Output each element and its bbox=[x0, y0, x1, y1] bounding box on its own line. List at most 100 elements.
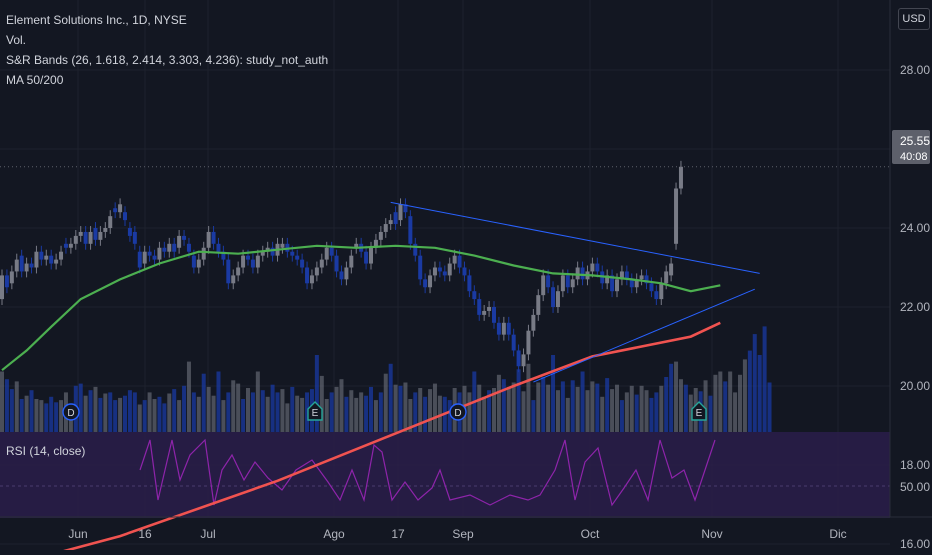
volume-bar-19 bbox=[93, 386, 98, 432]
volume-bar-31 bbox=[152, 399, 157, 432]
volume-bar-89 bbox=[437, 395, 442, 432]
volume-bar-109 bbox=[536, 382, 541, 432]
candle-71 bbox=[349, 255, 354, 268]
volume-bar-20 bbox=[98, 397, 103, 432]
volume-bar-67 bbox=[329, 392, 334, 432]
volume-bar-28 bbox=[137, 404, 142, 432]
volume-bar-55 bbox=[270, 384, 275, 432]
candle-15 bbox=[73, 235, 78, 244]
candle-25 bbox=[123, 212, 127, 221]
volume-bar-58 bbox=[285, 403, 290, 432]
volume-bar-53 bbox=[260, 390, 265, 432]
candle-72 bbox=[354, 243, 359, 248]
volume-bar-84 bbox=[413, 392, 418, 432]
candle-69 bbox=[339, 271, 344, 280]
volume-bar-117 bbox=[575, 386, 580, 432]
candle-92 bbox=[452, 255, 457, 264]
volume-bar-17 bbox=[83, 395, 88, 432]
volume-bar-126 bbox=[619, 400, 624, 432]
volume-bar-148 bbox=[728, 371, 733, 432]
volume-bar-146 bbox=[718, 371, 723, 432]
volume-bar-1 bbox=[4, 379, 9, 432]
rsi-line bbox=[139, 438, 716, 507]
candle-29 bbox=[142, 251, 147, 264]
candle-67 bbox=[329, 247, 334, 256]
volume-bar-44 bbox=[216, 371, 221, 432]
candle-136 bbox=[669, 263, 674, 276]
last-price-countdown: 40:08 bbox=[900, 151, 928, 163]
volume-bar-99 bbox=[487, 390, 492, 432]
candle-19 bbox=[93, 228, 98, 240]
candle-132 bbox=[649, 283, 654, 292]
volume-bar-82 bbox=[403, 382, 408, 432]
volume-bar-151 bbox=[742, 359, 747, 432]
candle-0 bbox=[0, 275, 4, 300]
price-tick-4: 20.00 bbox=[900, 379, 930, 393]
legend-title[interactable]: Element Solutions Inc., 1D, NYSE bbox=[6, 13, 187, 27]
dividend-marker-2 bbox=[449, 403, 467, 421]
volume-bar-23 bbox=[113, 400, 118, 432]
volume-bar-24 bbox=[118, 397, 123, 432]
candle-125 bbox=[615, 279, 619, 292]
time-label-1: 16 bbox=[138, 527, 152, 541]
candle-106 bbox=[521, 354, 526, 367]
candle-91 bbox=[447, 263, 452, 276]
candle-100 bbox=[492, 307, 496, 323]
candle-88 bbox=[432, 267, 437, 276]
volume-bar-26 bbox=[127, 390, 132, 432]
volume-bar-9 bbox=[44, 403, 49, 432]
candle-38 bbox=[186, 243, 191, 252]
volume-bar-155 bbox=[762, 326, 767, 432]
candle-127 bbox=[624, 271, 629, 280]
volume-bar-153 bbox=[752, 334, 757, 432]
legend-volume[interactable]: Vol. bbox=[6, 33, 27, 47]
volume-bar-38 bbox=[186, 361, 191, 432]
candle-44 bbox=[216, 243, 221, 252]
volume-bar-88 bbox=[432, 383, 437, 432]
candle-128 bbox=[629, 279, 634, 288]
legend-ma[interactable]: MA 50/200 bbox=[6, 73, 64, 87]
volume-bar-95 bbox=[467, 392, 472, 432]
legend-bands[interactable]: S&R Bands (26, 1.618, 2.414, 3.303, 4.23… bbox=[6, 53, 329, 67]
volume-bar-6 bbox=[29, 390, 34, 432]
currency-button[interactable]: USD bbox=[898, 8, 930, 30]
volume-bar-77 bbox=[378, 392, 383, 432]
volume-bar-46 bbox=[226, 392, 231, 432]
candle-30 bbox=[147, 251, 152, 256]
volume-bar-145 bbox=[713, 374, 718, 432]
trendline-1 bbox=[533, 288, 755, 383]
time-label-5: Sep bbox=[452, 527, 474, 541]
volume-bar-60 bbox=[295, 395, 300, 432]
volume-bar-124 bbox=[610, 389, 615, 432]
candle-7 bbox=[34, 251, 39, 268]
volume-bar-119 bbox=[585, 390, 590, 432]
dividend-marker-0 bbox=[62, 403, 80, 421]
candle-130 bbox=[639, 275, 644, 280]
candle-5 bbox=[24, 263, 29, 272]
candle-117 bbox=[575, 267, 580, 280]
rsi-legend[interactable]: RSI (14, close) bbox=[6, 444, 86, 458]
volume-bar-138 bbox=[678, 379, 683, 432]
candle-113 bbox=[555, 291, 560, 307]
candle-51 bbox=[250, 259, 255, 268]
volume-bar-116 bbox=[570, 380, 575, 432]
volume-bar-139 bbox=[683, 384, 688, 432]
marker-label-0: D bbox=[67, 408, 74, 419]
candle-112 bbox=[551, 287, 556, 307]
volume-bar-108 bbox=[531, 400, 536, 432]
candle-61 bbox=[300, 259, 305, 268]
volume-bar-64 bbox=[314, 355, 319, 432]
volume-bar-115 bbox=[565, 397, 570, 432]
candle-75 bbox=[369, 247, 373, 264]
candle-137 bbox=[674, 188, 679, 244]
candle-49 bbox=[241, 255, 246, 268]
volume-bar-52 bbox=[255, 371, 260, 432]
candle-110 bbox=[541, 275, 546, 296]
volume-bar-98 bbox=[482, 396, 487, 432]
candle-21 bbox=[103, 228, 108, 232]
earnings-marker-1 bbox=[307, 401, 323, 421]
volume-bar-41 bbox=[201, 373, 206, 432]
volume-bar-133 bbox=[654, 392, 659, 432]
